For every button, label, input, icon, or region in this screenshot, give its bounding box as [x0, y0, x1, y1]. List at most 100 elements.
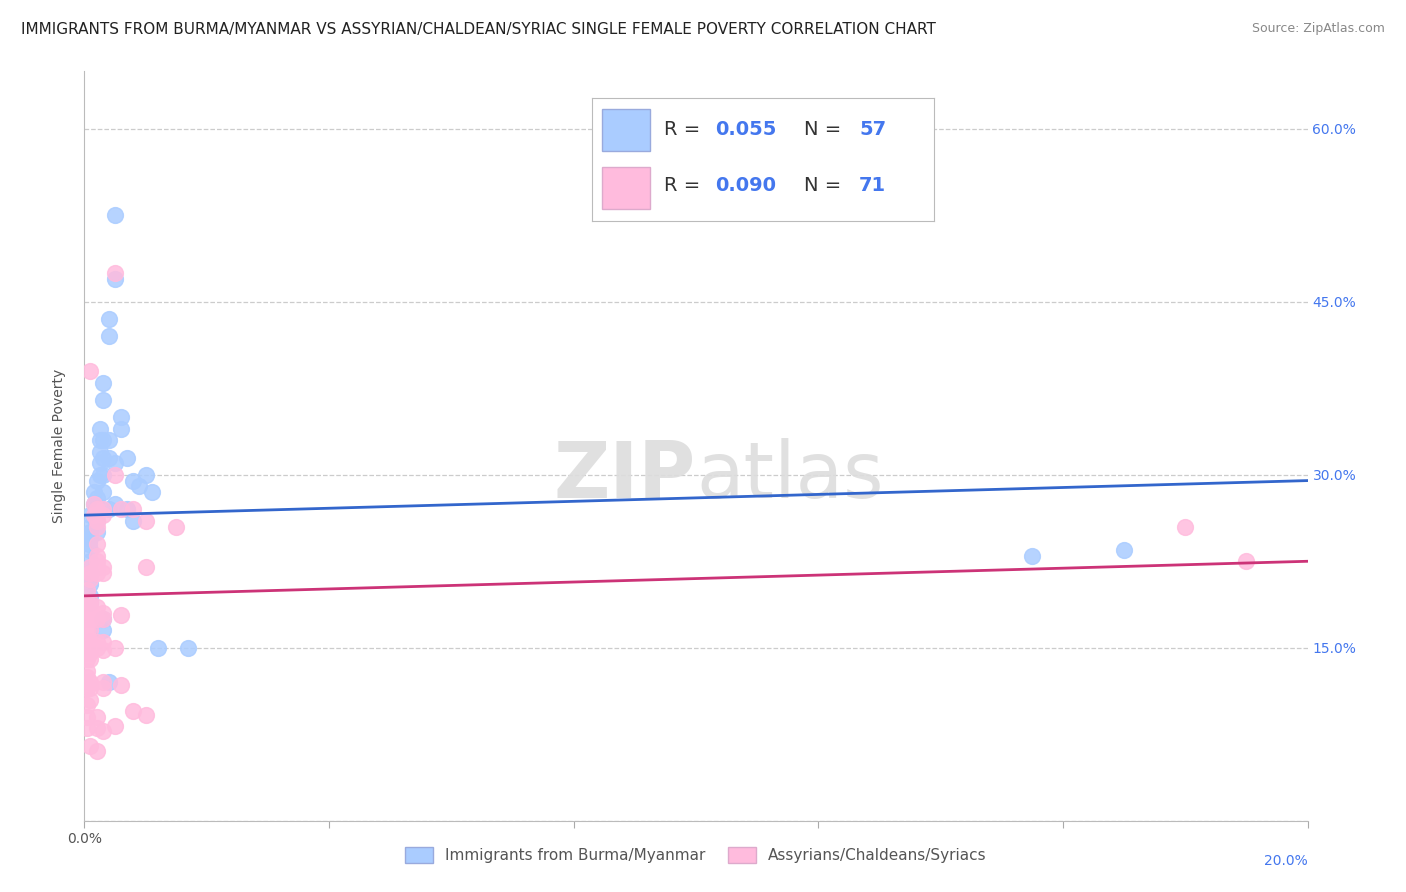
Point — [135, 514, 157, 528]
Point — [104, 467, 127, 482]
Point — [91, 681, 114, 695]
Point — [79, 560, 101, 574]
Point — [110, 678, 132, 692]
Point — [110, 410, 132, 425]
Point — [79, 606, 101, 620]
Point — [91, 643, 114, 657]
Point — [76, 681, 98, 695]
Point — [79, 554, 101, 568]
Point — [76, 669, 98, 683]
Point — [86, 514, 108, 528]
Point — [79, 647, 101, 661]
Point — [86, 612, 108, 626]
Point — [86, 640, 108, 655]
Point — [104, 719, 127, 733]
Point — [104, 209, 127, 223]
Text: atlas: atlas — [696, 438, 883, 514]
Text: IMMIGRANTS FROM BURMA/MYANMAR VS ASSYRIAN/CHALDEAN/SYRIAC SINGLE FEMALE POVERTY : IMMIGRANTS FROM BURMA/MYANMAR VS ASSYRIA… — [21, 22, 936, 37]
Point — [86, 474, 108, 488]
Point — [86, 537, 108, 551]
Point — [89, 434, 111, 448]
Point — [79, 572, 101, 586]
Point — [91, 502, 114, 516]
Point — [91, 392, 114, 407]
Point — [91, 612, 114, 626]
Point — [89, 456, 111, 470]
Point — [79, 525, 101, 540]
Point — [79, 600, 101, 615]
Point — [91, 635, 114, 649]
Point — [83, 508, 105, 523]
Point — [76, 624, 98, 638]
Point — [79, 652, 101, 666]
Point — [91, 508, 114, 523]
Point — [115, 450, 138, 465]
Point — [76, 635, 98, 649]
Point — [91, 434, 114, 448]
Point — [1174, 519, 1197, 533]
Point — [86, 554, 108, 568]
Point — [97, 502, 120, 516]
Point — [89, 467, 111, 482]
Legend: Immigrants from Burma/Myanmar, Assyrians/Chaldeans/Syriacs: Immigrants from Burma/Myanmar, Assyrians… — [399, 841, 993, 869]
Point — [1236, 554, 1258, 568]
Text: ZIP: ZIP — [554, 438, 696, 514]
Point — [1021, 549, 1043, 563]
Point — [104, 640, 127, 655]
Point — [79, 364, 101, 378]
Point — [91, 723, 114, 738]
Point — [76, 583, 98, 598]
Point — [79, 594, 101, 608]
Point — [89, 444, 111, 458]
Point — [79, 739, 101, 753]
Point — [79, 577, 101, 591]
Point — [86, 502, 108, 516]
Point — [122, 502, 145, 516]
Point — [110, 608, 132, 623]
Point — [177, 640, 200, 655]
Point — [97, 312, 120, 326]
Point — [86, 560, 108, 574]
Point — [86, 710, 108, 724]
Point — [86, 744, 108, 758]
Point — [97, 434, 120, 448]
Point — [86, 491, 108, 505]
Point — [86, 600, 108, 615]
Point — [91, 624, 114, 638]
Point — [76, 722, 98, 736]
Point — [77, 519, 100, 533]
Point — [104, 266, 127, 280]
Point — [79, 542, 101, 557]
Point — [97, 450, 120, 465]
Point — [91, 675, 114, 690]
Point — [110, 422, 132, 436]
Point — [141, 485, 163, 500]
Y-axis label: Single Female Poverty: Single Female Poverty — [52, 369, 66, 523]
Point — [79, 635, 101, 649]
Point — [79, 508, 101, 523]
Point — [86, 514, 108, 528]
Point — [97, 675, 120, 690]
Point — [83, 485, 105, 500]
Point — [77, 537, 100, 551]
Point — [86, 566, 108, 580]
Point — [104, 497, 127, 511]
Point — [86, 635, 108, 649]
Point — [97, 329, 120, 343]
Point — [110, 502, 132, 516]
Point — [77, 531, 100, 545]
Point — [76, 698, 98, 713]
Point — [91, 606, 114, 620]
Point — [76, 652, 98, 666]
Point — [79, 531, 101, 545]
Point — [76, 647, 98, 661]
Point — [91, 450, 114, 465]
Point — [83, 497, 105, 511]
Point — [79, 589, 101, 603]
Point — [91, 566, 114, 580]
Point — [135, 707, 157, 722]
Point — [79, 612, 101, 626]
Point — [79, 640, 101, 655]
Point — [79, 594, 101, 608]
Point — [91, 612, 114, 626]
